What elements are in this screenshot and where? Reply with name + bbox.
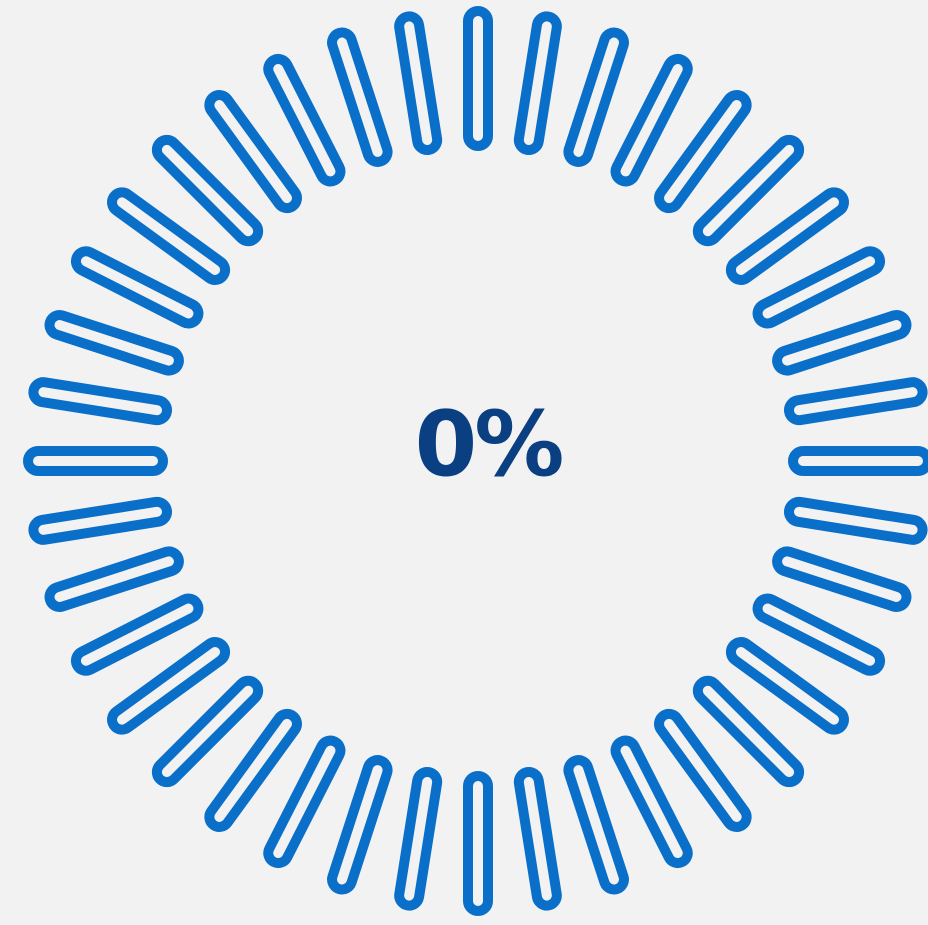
spinner-tick [774,312,909,373]
spinner-tick [329,30,390,165]
spinner-tick [47,312,182,373]
spinner-tick [566,30,627,165]
spinner-tick [32,500,168,541]
spinner-tick [468,776,488,911]
spinner-tick [398,771,439,907]
spinner-tick [517,15,558,151]
spinner-tick [329,757,390,892]
spinner-tick [517,771,558,907]
spinner-tick [566,757,627,892]
spinner-tick [774,549,909,610]
spinner-tick [47,549,182,610]
spinner-tick [468,11,488,146]
spinner-tick [788,500,924,541]
progress-percentage: 0% [0,395,928,495]
spinner-tick [398,15,439,151]
